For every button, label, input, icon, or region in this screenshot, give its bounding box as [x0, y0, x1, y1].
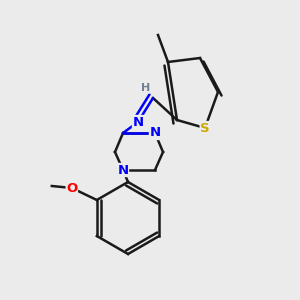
Text: O: O	[66, 182, 77, 194]
Text: S: S	[200, 122, 210, 134]
Text: N: N	[149, 127, 161, 140]
Text: N: N	[117, 164, 129, 176]
Text: H: H	[141, 83, 151, 93]
Text: N: N	[132, 116, 144, 128]
